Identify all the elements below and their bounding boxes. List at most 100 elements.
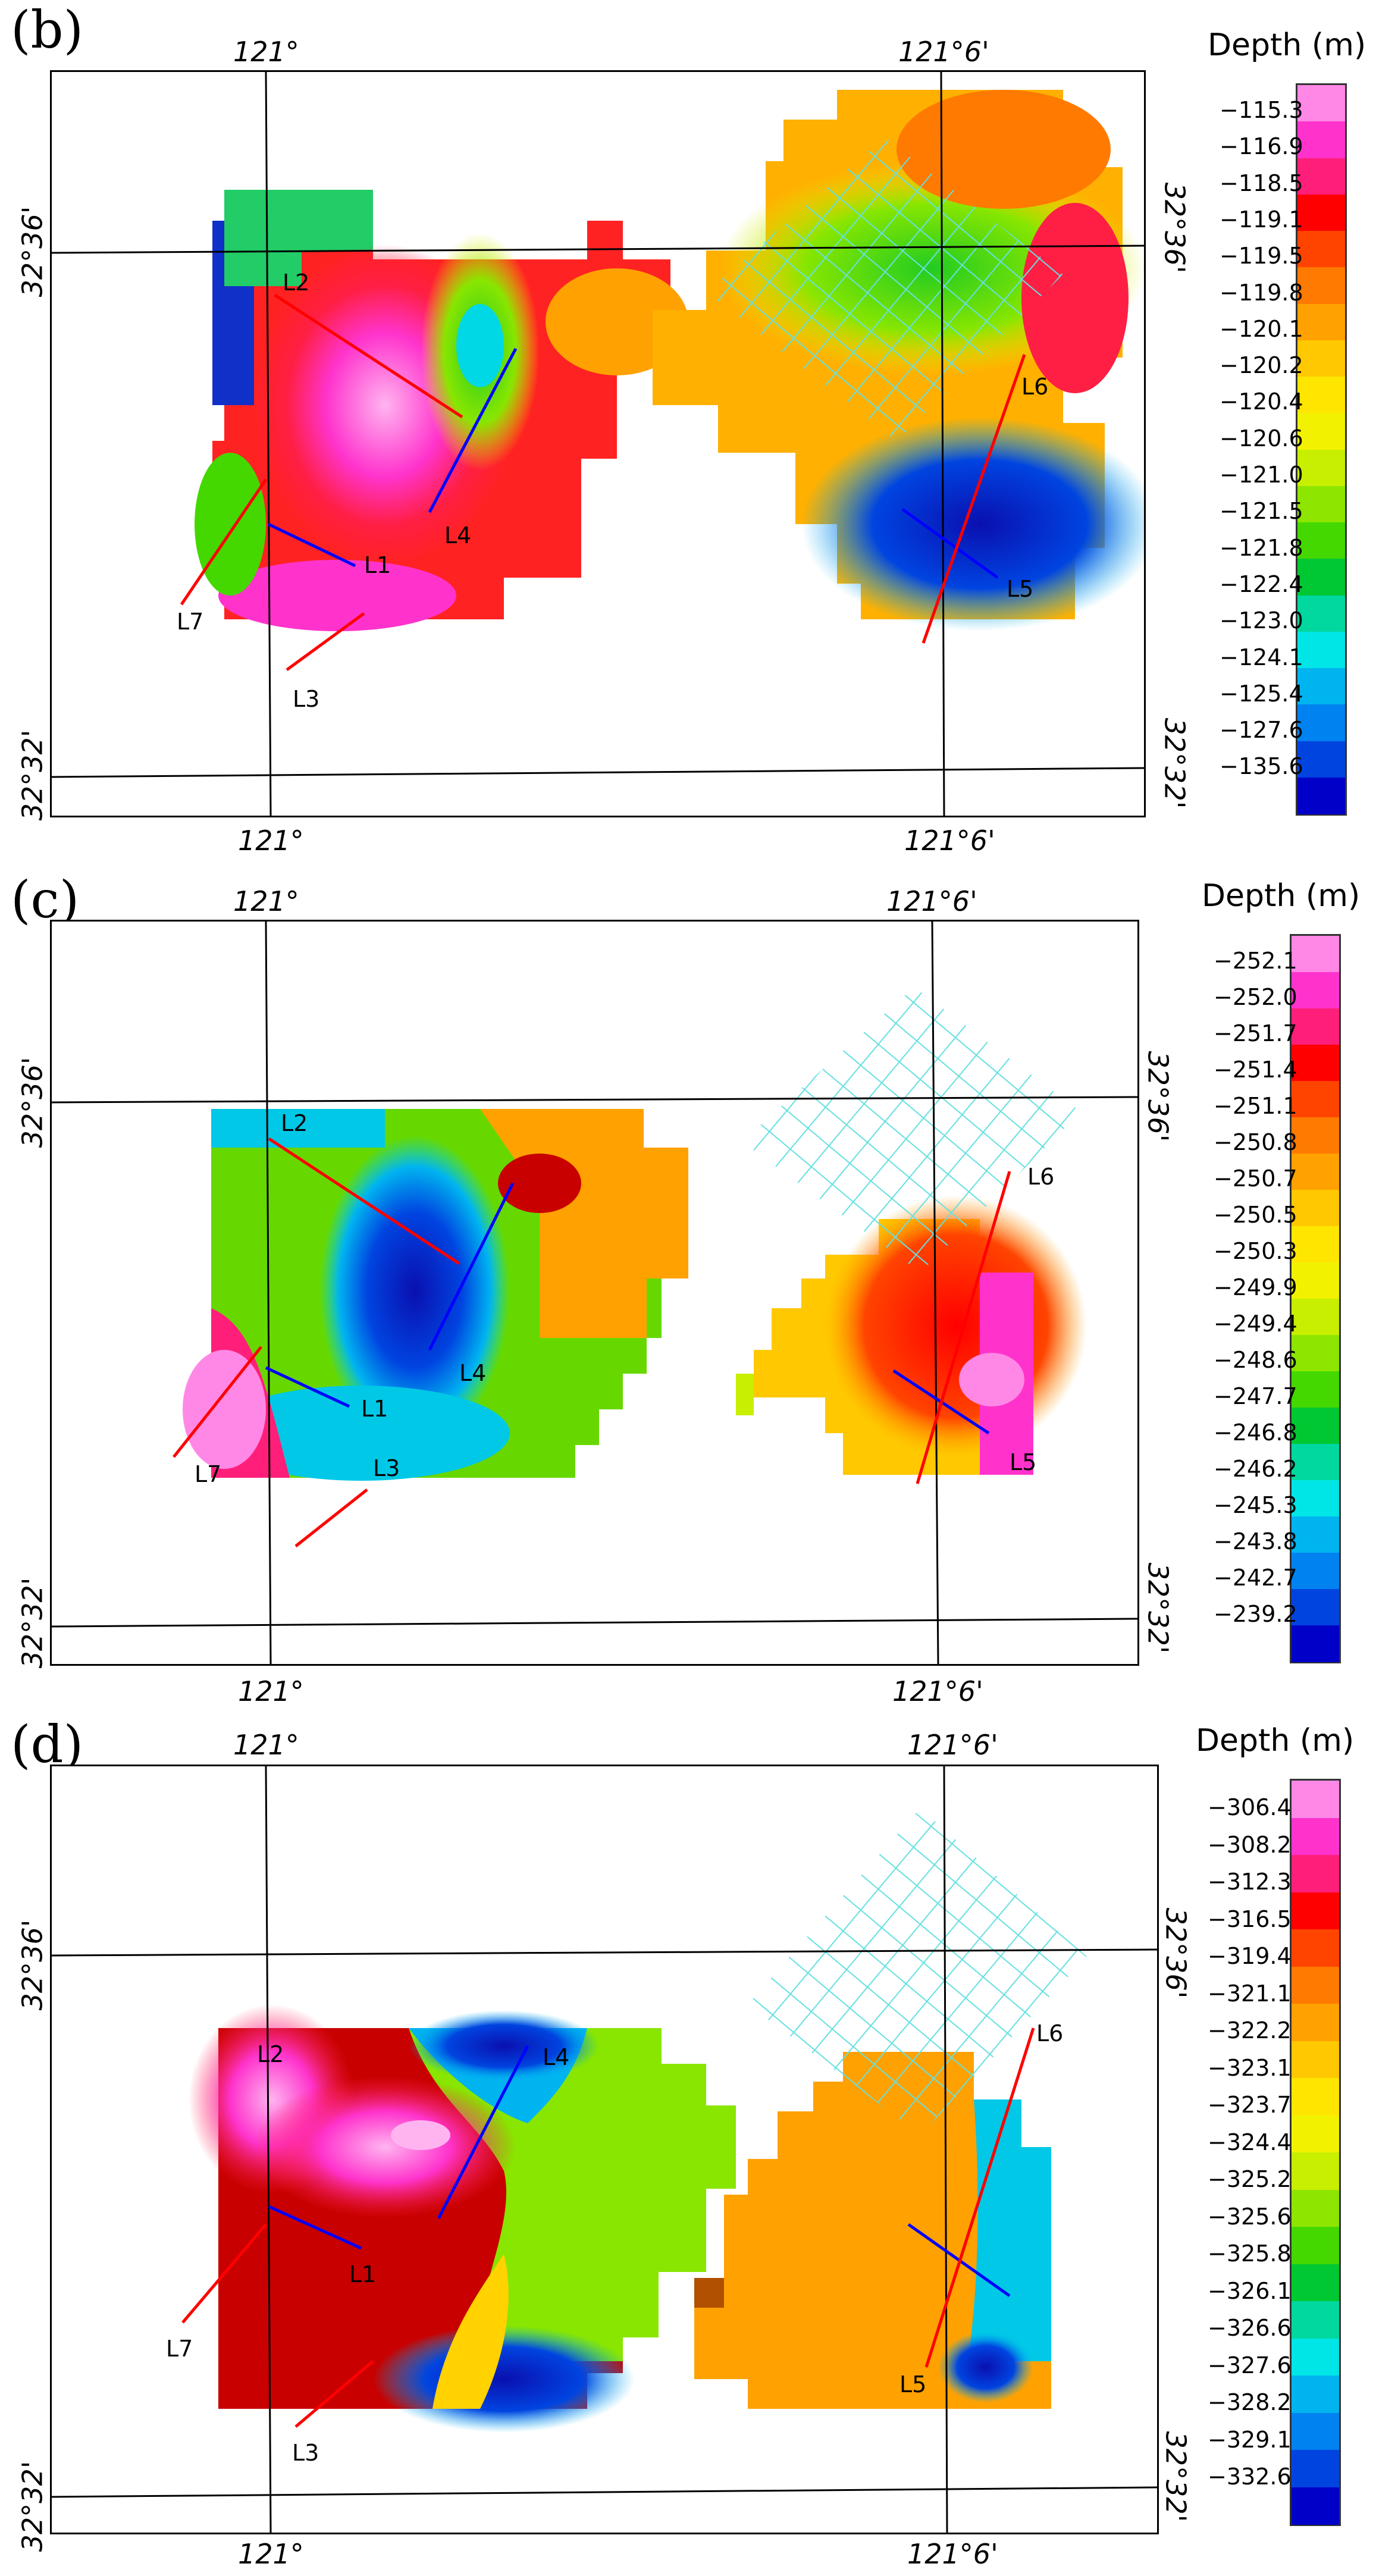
legend-tick-label: −120.2 (1220, 352, 1303, 379)
legend-swatch (1292, 2450, 1339, 2488)
legend-tick-label: −321.1 (1208, 1980, 1292, 2007)
profile-label-l3: L3 (292, 2440, 319, 2466)
legend-swatch (1292, 1781, 1339, 1819)
legend-tick-label: −312.3 (1208, 1869, 1292, 1895)
legend-swatch (1292, 2376, 1339, 2414)
legend-tick-label: −124.1 (1220, 644, 1303, 670)
legend-bar (1290, 934, 1341, 1663)
bot-lon-right: 121°6' (907, 2538, 998, 2570)
legend-swatch (1297, 449, 1345, 487)
legend-swatch (1297, 85, 1345, 123)
legend-swatch (1292, 936, 1339, 973)
legend-swatch (1297, 194, 1345, 231)
lat-top-right: 32°36' (1142, 1051, 1174, 1142)
lat-bot-right: 32°32' (1159, 2431, 1192, 2522)
legend-swatch (1292, 1335, 1339, 1372)
legend-swatch (1292, 1444, 1339, 1481)
lat-bot-left: 32°32' (16, 1577, 49, 1669)
legend-swatch (1292, 2115, 1339, 2153)
legend-tick-label: −249.9 (1214, 1274, 1297, 1300)
legend-tick-label: −323.7 (1208, 2092, 1292, 2118)
legend-swatch (1297, 231, 1345, 268)
legend-tick-label: −121.0 (1220, 462, 1303, 488)
bot-lon-left: 121° (238, 1675, 304, 1707)
legend-swatch (1297, 595, 1345, 632)
profile-label-l5: L5 (899, 2371, 927, 2398)
legend-tick-label: −121.8 (1220, 534, 1303, 561)
top-lon-left: 121° (233, 1729, 299, 1761)
lat-bot-left: 32°32' (16, 729, 49, 821)
panel-label: (d) (11, 1715, 84, 1775)
legend-tick-label: −121.5 (1220, 498, 1303, 525)
legend-swatch (1297, 704, 1345, 742)
profile-label-l2: L2 (281, 1110, 308, 1136)
legend-tick-label: −329.1 (1208, 2426, 1292, 2453)
color-legend: Depth (m) −252.1 −252.0 −251.7 −251.4 −251.1… (1196, 875, 1376, 1672)
legend-tick-label: −328.2 (1208, 2389, 1292, 2415)
legend-title: Depth (m) (1208, 27, 1366, 63)
legend-swatch (1292, 2301, 1339, 2339)
legend-swatch (1297, 158, 1345, 195)
legend-swatch (1292, 2264, 1339, 2302)
legend-swatch (1292, 1625, 1339, 1662)
profile-label-l7: L7 (195, 1461, 222, 1487)
legend-tick-label: −248.6 (1214, 1347, 1297, 1373)
legend-swatch (1292, 2189, 1339, 2227)
legend-tick-label: −249.4 (1214, 1311, 1297, 1337)
bot-lon-left: 121° (238, 2538, 304, 2570)
profile-label-l5: L5 (1010, 1449, 1037, 1475)
legend-tick-label: −251.4 (1214, 1057, 1297, 1083)
legend-swatch (1297, 741, 1345, 778)
lat-top-right: 32°36' (1158, 182, 1191, 274)
panel-label: (b) (11, 1, 84, 60)
top-lon-left: 121° (233, 36, 299, 68)
legend-swatch (1297, 485, 1345, 523)
profile-label-l4: L4 (543, 2044, 570, 2070)
legend-swatch (1292, 2487, 1339, 2525)
legend-tick-label: −326.1 (1208, 2277, 1292, 2304)
legend-swatch (1297, 377, 1345, 414)
bot-lon-right: 121°6' (892, 1675, 983, 1707)
legend-swatch (1292, 1589, 1339, 1626)
legend-swatch (1297, 777, 1345, 814)
legend-swatch (1292, 1516, 1339, 1553)
legend-tick-label: −127.6 (1220, 717, 1303, 744)
right-region (694, 2052, 1051, 2409)
legend-tick-label: −250.8 (1214, 1129, 1297, 1155)
legend-tick-label: −325.6 (1208, 2203, 1292, 2230)
legend-tick-label: −308.2 (1208, 1831, 1292, 1858)
profile-label-l3: L3 (373, 1455, 400, 1481)
legend-tick-label: −245.3 (1214, 1492, 1297, 1518)
legend-tick-label: −119.5 (1220, 243, 1303, 269)
depth-map-svg (52, 1766, 1157, 2533)
legend-bar (1296, 83, 1347, 816)
legend-title: Depth (m) (1202, 878, 1361, 914)
profile-label-l6: L6 (1027, 1164, 1055, 1190)
legend-swatch (1292, 2412, 1339, 2450)
legend-tick-label: −123.0 (1220, 607, 1303, 634)
lat-bot-left: 32°32' (16, 2461, 49, 2552)
legend-tick-label: −325.8 (1208, 2240, 1292, 2267)
lat-bot-right: 32°32' (1142, 1562, 1174, 1654)
legend-tick-label: −119.8 (1220, 279, 1303, 306)
legend-swatch (1292, 1553, 1339, 1590)
top-lon-right: 121°6' (898, 36, 989, 68)
panel-b: (b) 121° 121°6' 121° 121°6' 32°36' 32°32… (0, 0, 1376, 854)
legend-tick-label: −135.6 (1220, 753, 1303, 780)
profile-label-l7: L7 (177, 609, 204, 635)
legend-swatch (1292, 2004, 1339, 2042)
top-lon-right: 121°6' (886, 885, 977, 917)
profile-label-l4: L4 (459, 1360, 487, 1386)
legend-swatch (1292, 1817, 1339, 1856)
legend-tick-label: −252.0 (1214, 984, 1297, 1010)
legend-swatch (1297, 303, 1345, 341)
legend-tick-label: −250.3 (1214, 1238, 1297, 1264)
legend-swatch (1297, 522, 1345, 560)
profile-label-l1: L1 (364, 552, 391, 578)
panel-c: (c) 121° 121°6' 121° 121°6' 32°36' 32°32… (0, 857, 1376, 1705)
legend-tick-label: −115.3 (1220, 97, 1303, 123)
legend-swatches (1292, 1781, 1339, 2525)
legend-swatch (1292, 1966, 1339, 2004)
legend-tick-label: −239.2 (1214, 1601, 1297, 1627)
legend-tick-label: −251.7 (1214, 1020, 1297, 1046)
